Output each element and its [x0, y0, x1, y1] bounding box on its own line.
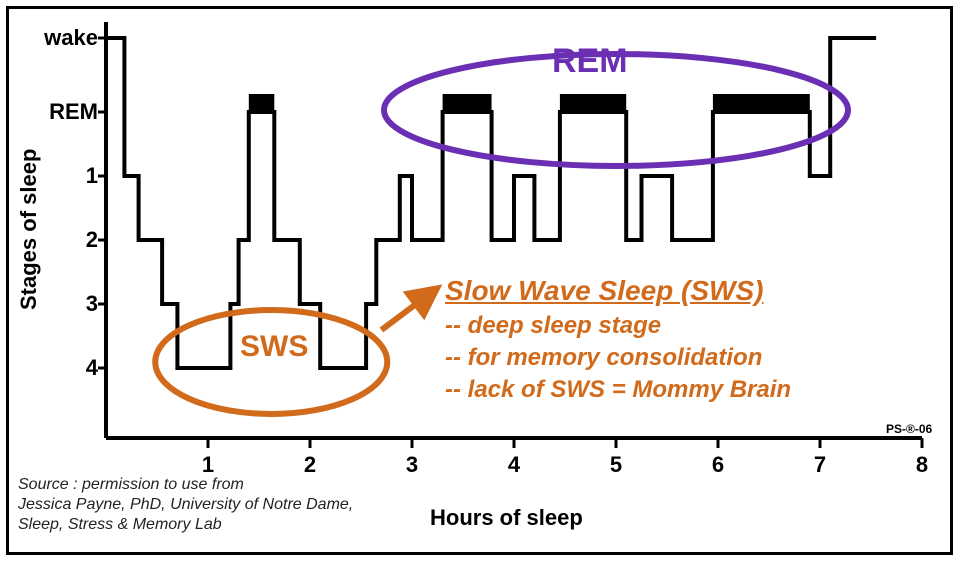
sws-block-line-1: -- deep sleep stage — [445, 312, 661, 340]
x-tick-label: 2 — [295, 452, 325, 478]
sws-block-title: Slow Wave Sleep (SWS) — [445, 275, 763, 307]
source-line-2: Jessica Payne, PhD, University of Notre … — [18, 495, 353, 515]
y-tick-label: REM — [38, 99, 98, 125]
x-tick-label: 6 — [703, 452, 733, 478]
x-tick-label: 4 — [499, 452, 529, 478]
source-line-1: Source : permission to use from — [18, 475, 353, 495]
sws-annotation-label: SWS — [240, 330, 308, 364]
rem-annotation-label: REM — [552, 42, 628, 81]
y-tick-label: 4 — [38, 355, 98, 381]
y-tick-label: 1 — [38, 163, 98, 189]
y-tick-label: wake — [38, 25, 98, 51]
sws-block-line-3: -- lack of SWS = Mommy Brain — [445, 376, 791, 404]
x-axis-label: Hours of sleep — [430, 505, 583, 531]
sws-block-line-2: -- for memory consolidation — [445, 344, 762, 372]
x-tick-label: 1 — [193, 452, 223, 478]
x-tick-label: 3 — [397, 452, 427, 478]
source-citation: Source : permission to use from Jessica … — [18, 475, 353, 535]
y-tick-label: 3 — [38, 291, 98, 317]
source-line-3: Sleep, Stress & Memory Lab — [18, 515, 353, 535]
x-tick-label: 7 — [805, 452, 835, 478]
corner-mark: PS-®-06 — [886, 422, 932, 436]
y-tick-label: 2 — [38, 227, 98, 253]
x-tick-label: 8 — [907, 452, 937, 478]
x-tick-label: 5 — [601, 452, 631, 478]
